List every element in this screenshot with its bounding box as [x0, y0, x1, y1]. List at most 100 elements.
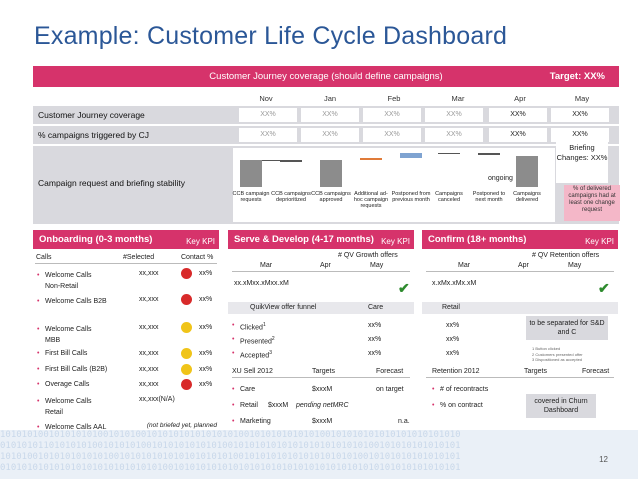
waterfall-label: Campaigns delivered	[513, 191, 541, 203]
xusell-title: XU Sell 2012	[232, 368, 273, 375]
footnote-marker: 3	[269, 350, 272, 356]
ongoing-label: ongoing	[488, 175, 513, 182]
divider	[232, 377, 410, 378]
waterfall-bar-adhoc	[360, 158, 382, 160]
status-dot-yellow	[181, 322, 192, 333]
change-request-note: % of delivered campaigns had at least on…	[564, 185, 620, 221]
footer-band: 1010101001010101010010101001010101010101…	[0, 430, 638, 479]
call-name: Welcome Calls AAL	[37, 422, 107, 433]
funnel-label: Presented2	[232, 336, 275, 345]
triggered-label: % campaigns triggered by CJ	[38, 130, 150, 140]
churn-note: covered in Churn Dashboard	[526, 394, 596, 418]
triggered-cell: XX%	[363, 128, 421, 142]
waterfall-label: CCB campaigns deprioritized	[271, 191, 311, 203]
waterfall-bar-delivered	[516, 156, 538, 187]
call-selected: xx,xxx	[139, 324, 159, 331]
month-label: Nov	[259, 94, 273, 103]
waterfall-connector	[262, 160, 296, 161]
footnote: 1 Button clicked	[532, 346, 561, 351]
growth-value: xx.xMxx.xMxx.xM	[234, 280, 289, 287]
funnel-label: Clicked1	[232, 322, 266, 331]
triggered-cell: XX%	[425, 128, 483, 142]
call-selected: xx,xxx	[139, 270, 159, 277]
call-selected: xx,xxx	[139, 366, 159, 373]
onboarding-panel: Calls #Selected Contact % Welcome Calls …	[33, 250, 219, 442]
dashboard-title: Example: Customer Life Cycle Dashboard	[34, 22, 508, 50]
waterfall-bar-postponed-from	[400, 153, 422, 158]
retention-forecast: Forecast	[582, 368, 610, 375]
coverage-row: Customer Journey coverage XX% XX% XX% XX…	[33, 106, 619, 124]
care-header: Care	[368, 304, 384, 311]
funnel-header-bg	[422, 302, 618, 314]
waterfall-bar-deprioritized	[280, 160, 302, 162]
retention-row: % on contract	[432, 402, 483, 409]
triggered-cell: XX%	[239, 128, 297, 142]
call-pct: xx%	[199, 366, 213, 373]
triggered-cell: XX%	[489, 128, 547, 142]
call-pct: xx%	[199, 350, 213, 357]
confirm-panel: # QV Retention offers Mar Apr May x.xMx.…	[422, 250, 618, 442]
triggered-cell: XX%	[301, 128, 359, 142]
check-icon: ✔	[398, 280, 410, 296]
call-pct: xx%	[199, 324, 213, 331]
call-name: First Bill Calls	[37, 350, 125, 357]
retention-targets: Targets	[524, 368, 547, 375]
coverage-cell: XX%	[239, 108, 297, 122]
xusell-row-forecast: pending netMRC	[296, 402, 349, 409]
footnote-marker: 2	[271, 336, 275, 342]
selected-header: #Selected	[123, 254, 155, 261]
serve-title: Serve & Develop (4-17 months)	[234, 234, 374, 245]
call-name: First Bill Calls (B2B)	[37, 366, 135, 373]
call-name: Overage Calls	[37, 381, 125, 388]
serve-month: May	[370, 262, 384, 269]
call-selected: xx,xxx(N/A)	[139, 396, 175, 403]
month-label: Feb	[387, 94, 401, 103]
call-selected: xx,xxx	[139, 296, 159, 303]
funnel-retail: xx%	[446, 336, 460, 343]
onboarding-kpi: Key KPI	[186, 237, 215, 246]
xusell-row-target: $xxxM	[312, 386, 333, 393]
coverage-cell: XX%	[425, 108, 483, 122]
serve-header: Serve & Develop (4-17 months) Key KPI	[228, 230, 414, 249]
serve-month: Apr	[320, 262, 331, 269]
funnel-care: xx%	[368, 336, 382, 343]
onboarding-header: Onboarding (0-3 months) Key KPI	[33, 230, 219, 249]
xusell-row-target: $xxxM	[268, 402, 289, 409]
retention-row: # of recontracts	[432, 386, 488, 393]
banner-text: Customer Journey coverage (should define…	[209, 71, 443, 82]
coverage-label: Customer Journey coverage	[38, 110, 145, 120]
call-name: Welcome Calls MBB	[37, 324, 107, 346]
call-name: Welcome Calls Retail	[37, 396, 107, 418]
confirm-month: Apr	[518, 262, 529, 269]
month-label: May	[574, 94, 590, 103]
confirm-month: May	[568, 262, 582, 269]
binary-pattern: 1010101001010101010010101001010101010101…	[0, 430, 461, 473]
briefing-changes-box: Briefing Changes: XX%	[556, 141, 608, 183]
retail-header: Retail	[442, 304, 460, 311]
divider	[35, 263, 217, 264]
status-dot-red	[181, 294, 192, 305]
xusell-targets: Targets	[312, 368, 335, 375]
serve-month: Mar	[260, 262, 273, 269]
banner-target: Target: XX%	[549, 71, 605, 82]
waterfall-label: CCB campaign requests	[232, 191, 270, 203]
funnel-title: QuikView offer funnel	[250, 304, 317, 311]
confirm-title: Confirm (18+ months)	[428, 234, 527, 245]
footnote: 2 Customers presented offer	[532, 351, 583, 357]
confirm-header: Confirm (18+ months) Key KPI	[422, 230, 618, 249]
confirm-month: Mar	[458, 262, 471, 269]
divider	[426, 377, 614, 378]
xusell-row-forecast: n.a.	[398, 418, 410, 425]
waterfall-bar-postponed-to	[478, 153, 500, 155]
call-pct: xx%	[199, 270, 213, 277]
separate-note: to be separated for S&D and C	[526, 316, 608, 340]
retention-offers-label: # QV Retention offers	[532, 252, 600, 259]
divider	[426, 271, 614, 272]
month-label: Mar	[451, 94, 465, 103]
xusell-row-name: Care	[232, 386, 255, 393]
month-label: Jan	[323, 94, 337, 103]
call-name: Welcome Calls B2B	[37, 296, 107, 307]
waterfall-label: CCB campaigns approved	[311, 191, 351, 203]
xusell-row-target: $xxxM	[312, 418, 333, 425]
month-label: Apr	[514, 94, 526, 103]
